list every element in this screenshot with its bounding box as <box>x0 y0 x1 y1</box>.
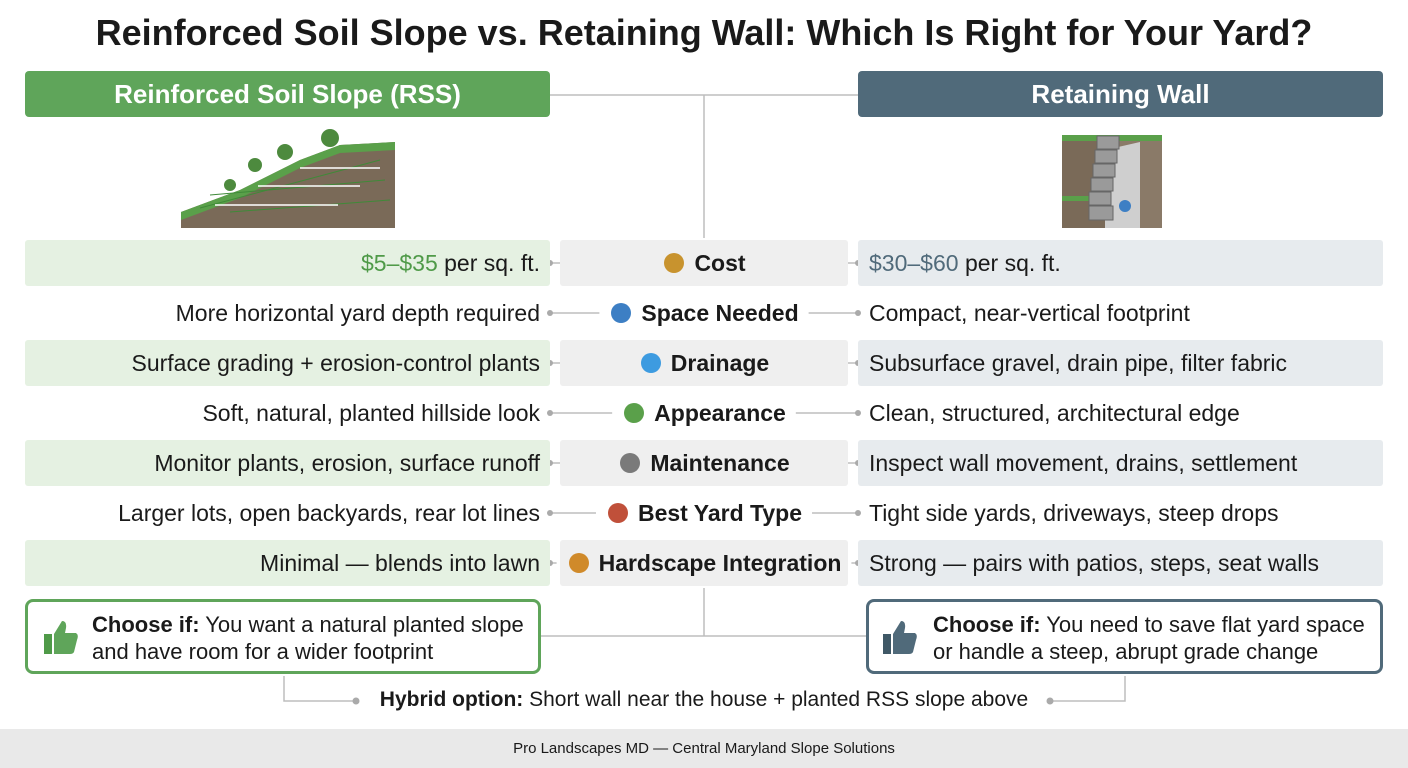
row-icon <box>624 403 645 423</box>
right-cell: Subsurface gravel, drain pipe, filter fa… <box>858 340 1383 386</box>
row-label: Space Needed <box>560 290 848 336</box>
right-cell: Strong — pairs with patios, steps, seat … <box>858 540 1383 586</box>
left-cell: Larger lots, open backyards, rear lot li… <box>118 500 540 526</box>
row-label-text: Maintenance <box>650 450 790 476</box>
right-cell: Clean, structured, architectural edge <box>869 400 1240 426</box>
right-choose: Choose if: You need to save flat yard sp… <box>866 599 1383 674</box>
choose-text: You need to save flat yard space or hand… <box>933 612 1365 664</box>
right-header: Retaining Wall <box>858 71 1383 117</box>
row-icon <box>611 303 632 323</box>
left-cell: Monitor plants, erosion, surface runoff <box>25 440 550 486</box>
connector-dot <box>855 510 861 516</box>
thumb-icon <box>44 621 78 654</box>
left-choose: Choose if: You want a natural planted sl… <box>25 599 541 674</box>
hybrid-text: Short wall near the house + planted RSS … <box>529 688 1029 711</box>
right-cell: $30–$60 per sq. ft. <box>858 240 1383 286</box>
footer: Pro Landscapes MD — Central Maryland Slo… <box>0 729 1408 768</box>
connector-dot <box>547 410 553 416</box>
hybrid-lead: Hybrid option: <box>379 688 524 711</box>
left-cell: Minimal — blends into lawn <box>25 540 550 586</box>
unit: per sq. ft. <box>964 250 1061 276</box>
row-icon <box>607 503 628 523</box>
choose-lead: Choose if: <box>933 612 1041 637</box>
left-cell: More horizontal yard depth required <box>175 300 540 326</box>
connector-dot <box>547 310 553 316</box>
hybrid-note: Hybrid option: Short wall near the house… <box>0 688 1408 712</box>
row-label: Maintenance <box>560 440 848 486</box>
unit: per sq. ft. <box>444 250 540 276</box>
title: Reinforced Soil Slope vs. Retaining Wall… <box>95 12 1313 53</box>
row-label: Best Yard Type <box>560 490 848 536</box>
row-label-text: Space Needed <box>641 300 799 326</box>
connector-dot <box>855 310 861 316</box>
row-label: Cost <box>560 240 848 286</box>
left-cell: Surface grading + erosion-control plants <box>25 340 550 386</box>
price: $30–$60 <box>869 250 959 276</box>
rss-illustration <box>181 129 395 228</box>
row-label: Drainage <box>560 340 848 386</box>
choose-text: You want a natural planted slope and hav… <box>92 612 524 664</box>
left-cell: Soft, natural, planted hillside look <box>202 400 540 426</box>
connector-dot <box>547 510 553 516</box>
connector-dot <box>855 410 861 416</box>
row-label: Appearance <box>560 390 848 436</box>
wall-illustration <box>1062 135 1162 228</box>
row-label-text: Best Yard Type <box>637 500 803 526</box>
row-icon <box>620 453 641 473</box>
choose-lead: Choose if: <box>92 612 200 637</box>
right-cell: Compact, near-vertical footprint <box>869 300 1190 326</box>
left-header: Reinforced Soil Slope (RSS) <box>25 71 550 117</box>
right-cell: Tight side yards, driveways, steep drops <box>869 500 1279 526</box>
row-label-text: Drainage <box>670 350 770 376</box>
left-cell: $5–$35 per sq. ft. <box>25 240 550 286</box>
row-icon <box>568 553 589 573</box>
row-icon <box>640 353 661 373</box>
row-label-text: Hardscape Integration <box>598 550 842 576</box>
row-label: Hardscape Integration <box>560 540 848 586</box>
price: $5–$35 <box>360 250 438 276</box>
right-cell: Inspect wall movement, drains, settlemen… <box>858 440 1383 486</box>
thumb-icon <box>883 621 917 654</box>
row-label-text: Appearance <box>654 400 786 426</box>
row-label-text: Cost <box>694 250 746 276</box>
row-icon <box>664 253 685 273</box>
